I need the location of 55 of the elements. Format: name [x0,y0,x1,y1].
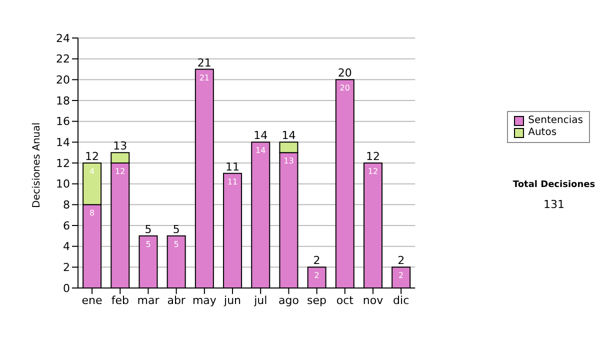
total-label: 20 [338,66,352,80]
legend-label: Autos [528,127,557,139]
data-label: 20 [340,84,350,93]
y-axis-title: Decisiones Anual [32,122,43,208]
x-tick-label: mar [137,294,160,307]
total-label: 14 [254,129,268,142]
x-tick-label: abr [167,294,186,307]
total-label: 12 [85,150,100,163]
x-tick-label: jul [253,294,268,307]
data-label: 12 [368,167,378,176]
y-tick-label: 16 [56,115,70,128]
data-label: 11 [227,177,238,186]
total-label: 2 [398,254,405,268]
data-label: 5 [146,240,151,249]
x-tick-label: ene [82,294,103,307]
y-tick-label: 24 [56,32,70,45]
x-tick-label: sep [307,294,327,307]
legend-label: Sentencias [528,115,583,127]
text: Total Decisiones [512,180,596,190]
x-tick-label: ago [278,294,300,307]
x-tick-label: nov [362,294,384,307]
data-label: 12 [115,167,126,176]
data-label: 4 [90,167,95,176]
x-tick-label: feb [111,294,129,307]
total-label: 11 [226,160,240,174]
y-tick-label: 18 [56,94,70,108]
y-tick-label: 12 [56,156,70,170]
y-tick-label: 4 [63,240,70,254]
total-label: 5 [172,222,180,236]
total-label: 5 [144,222,152,236]
y-tick-label: 20 [56,74,70,87]
y-tick-label: 6 [63,219,70,232]
data-label: 2 [398,271,404,280]
total-label: 21 [197,56,212,70]
y-tick-label: 8 [63,198,70,212]
x-tick-label: jun [223,294,242,307]
x-tick-label: may [192,294,217,307]
data-label: 8 [90,208,95,218]
data-label: 2 [314,271,320,280]
data-label: 5 [174,240,179,249]
total-label: 12 [366,150,380,163]
text: 131 [542,198,566,211]
x-tick-label: oct [336,294,354,307]
y-tick-label: 2 [63,261,70,274]
total-label: 14 [282,129,296,142]
total-label: 2 [313,254,320,268]
y-tick-label: 14 [56,136,70,150]
x-tick-label: dic [393,294,410,307]
data-label: 13 [284,156,294,166]
data-label: 21 [199,73,210,82]
total-label: 13 [113,140,128,153]
y-tick-label: 10 [56,178,70,191]
data-label: 14 [256,146,266,156]
y-tick-label: 0 [63,282,70,295]
y-tick-label: 22 [56,52,70,66]
